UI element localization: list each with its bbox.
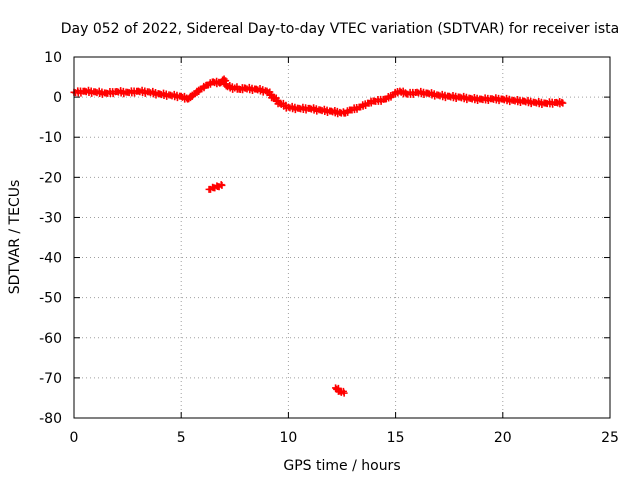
plot-frame bbox=[73, 56, 611, 419]
y-tick-label: -80 bbox=[39, 411, 62, 427]
y-axis-label: SDTVAR / TECUs bbox=[7, 180, 23, 295]
y-tick-label: -60 bbox=[39, 331, 62, 347]
chart-title: Day 052 of 2022, Sidereal Day-to-day VTE… bbox=[61, 21, 619, 37]
x-tick-label: 15 bbox=[387, 430, 405, 446]
x-tick-label: 25 bbox=[601, 430, 619, 446]
y-tick-label: -30 bbox=[39, 210, 62, 226]
grid-lines bbox=[74, 57, 610, 418]
x-axis-label: GPS time / hours bbox=[283, 458, 400, 474]
x-tick-label: 5 bbox=[177, 430, 186, 446]
data-points bbox=[70, 75, 567, 397]
y-tick-label: -10 bbox=[39, 130, 62, 146]
x-tick-label: 0 bbox=[70, 430, 79, 446]
data-point bbox=[559, 99, 567, 107]
x-tick-label: 20 bbox=[494, 430, 512, 446]
y-tick-label: 10 bbox=[44, 50, 62, 66]
x-tick-label: 10 bbox=[279, 430, 297, 446]
y-tick-label: 0 bbox=[53, 90, 62, 106]
y-tick-label: -70 bbox=[39, 371, 62, 387]
y-tick-label: -40 bbox=[39, 251, 62, 267]
tick-labels: 0 5 10 15 20 25 10 0 -10 -20 -30 -40 -50 -60 -70 -80 bbox=[39, 50, 619, 446]
data-point bbox=[218, 181, 226, 189]
y-tick-label: -50 bbox=[39, 291, 62, 307]
y-tick-label: -20 bbox=[39, 170, 62, 186]
data-point bbox=[340, 389, 348, 397]
